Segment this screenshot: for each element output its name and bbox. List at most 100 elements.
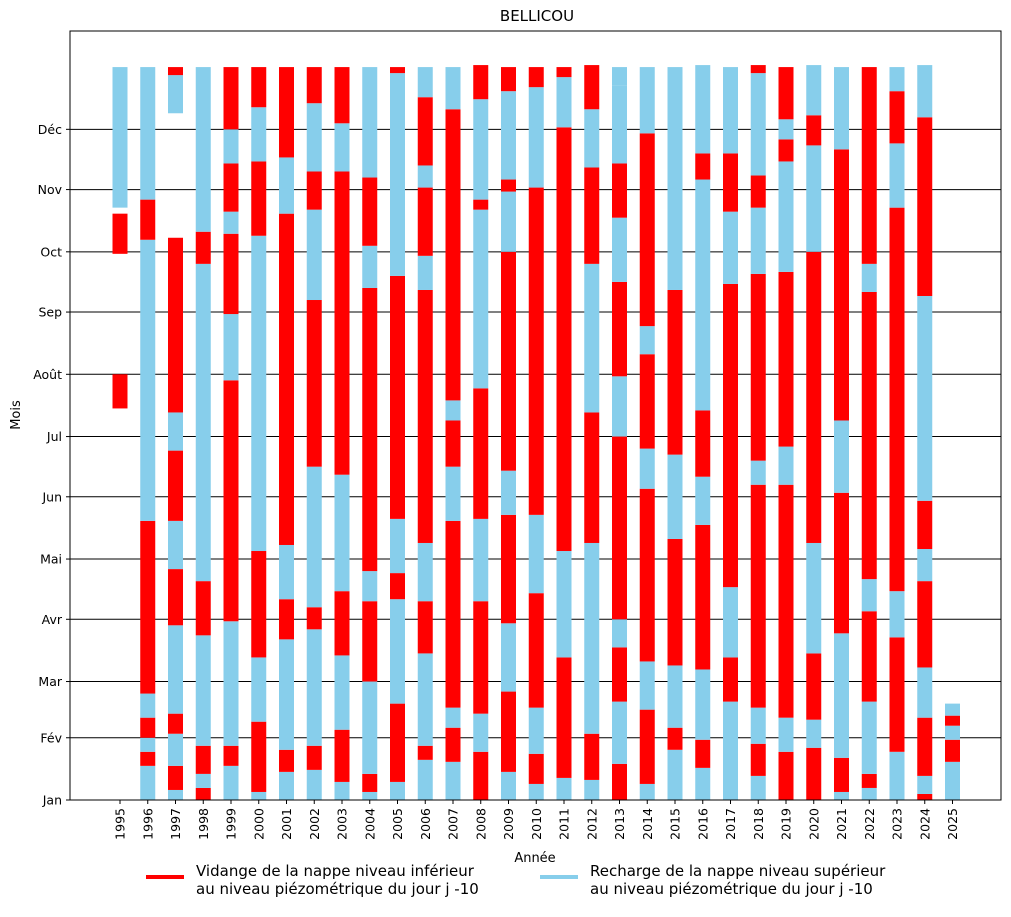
year-bar-2019 xyxy=(778,67,794,800)
bar-segment-recharge xyxy=(556,77,572,128)
bar-segment-vidange xyxy=(584,412,600,543)
bar-segment-vidange xyxy=(695,739,711,768)
bar-segment-vidange xyxy=(473,65,489,100)
year-bar-2005 xyxy=(390,67,405,800)
bar-segment-recharge xyxy=(917,549,933,582)
bar-segment-recharge xyxy=(390,781,405,800)
bar-segment-vidange xyxy=(140,520,156,694)
bar-segment-recharge xyxy=(612,67,627,86)
bar-segment-recharge xyxy=(195,67,211,232)
bar-segment-vidange xyxy=(917,793,933,800)
bar-segment-recharge xyxy=(695,476,711,525)
year-bar-2011 xyxy=(556,67,572,800)
bar-segment-vidange xyxy=(362,773,378,792)
bar-segment-vidange xyxy=(778,271,794,447)
bar-segment-recharge xyxy=(168,733,183,766)
bar-segment-vidange xyxy=(667,727,683,750)
bar-segment-recharge xyxy=(417,542,433,602)
bar-segment-vidange xyxy=(168,765,183,790)
year-bar-2014 xyxy=(639,67,655,800)
y-tick-label: Jan xyxy=(42,793,62,808)
bar-segment-vidange xyxy=(168,713,183,734)
y-tick-label: Mar xyxy=(38,674,62,689)
bar-segment-recharge xyxy=(223,765,239,800)
bar-segment-vidange xyxy=(806,747,822,800)
x-tick-label: 2012 xyxy=(584,808,599,840)
legend-swatch-vidange xyxy=(146,875,184,879)
bar-segment-vidange xyxy=(306,300,322,467)
bar-segment-recharge xyxy=(334,123,350,172)
bar-segment-vidange xyxy=(750,743,766,776)
bar-segment-recharge xyxy=(279,157,294,214)
plot-frame xyxy=(69,30,1002,801)
bar-segment-recharge xyxy=(667,749,683,800)
x-tick-label: 1999 xyxy=(224,808,239,840)
x-tick-label: 2017 xyxy=(723,808,738,840)
bar-segment-vidange xyxy=(195,787,211,800)
bar-segment-vidange xyxy=(306,607,322,630)
bar-segment-vidange xyxy=(306,745,322,770)
x-tick-label: 2007 xyxy=(446,808,461,840)
bar-segment-vidange xyxy=(695,410,711,477)
bar-segment-recharge xyxy=(917,775,933,794)
bar-segment-recharge xyxy=(834,420,849,493)
x-tick-label: 2022 xyxy=(862,808,877,840)
bar-segment-vidange xyxy=(917,500,933,549)
bar-segment-vidange xyxy=(834,492,849,634)
bar-segment-vidange xyxy=(750,484,766,708)
bar-segment-recharge xyxy=(223,621,239,746)
bar-segment-recharge xyxy=(612,85,627,164)
y-tick-label: Août xyxy=(33,367,62,382)
bar-segment-vidange xyxy=(362,287,378,572)
bar-segment-recharge xyxy=(612,619,627,648)
bar-segment-vidange xyxy=(112,213,128,254)
bar-segment-vidange xyxy=(168,67,183,76)
bar-segment-vidange xyxy=(390,703,405,782)
bar-segment-recharge xyxy=(473,209,489,389)
plot-area xyxy=(69,30,1002,801)
bar-segment-recharge xyxy=(473,713,489,752)
bar-segment-recharge xyxy=(306,769,322,800)
x-tick-label: 1997 xyxy=(168,808,183,840)
bar-segment-recharge xyxy=(528,514,544,594)
bar-segment-vidange xyxy=(501,691,516,772)
bar-segment-vidange xyxy=(417,601,433,654)
bar-segment-recharge xyxy=(612,701,627,764)
bar-segment-recharge xyxy=(889,751,905,800)
bar-segment-vidange xyxy=(251,161,267,236)
bar-segment-recharge xyxy=(612,376,627,437)
bar-segment-recharge xyxy=(195,773,211,788)
bar-segment-recharge xyxy=(473,518,489,602)
y-tick-label: Nov xyxy=(38,182,63,197)
x-tick-label: 2013 xyxy=(612,808,627,840)
bar-segment-vidange xyxy=(723,657,738,702)
bar-segment-vidange xyxy=(806,251,822,543)
bar-segment-recharge xyxy=(195,635,211,746)
year-bar-2004 xyxy=(362,67,378,800)
bar-segment-recharge xyxy=(528,783,544,800)
bar-segment-vidange xyxy=(417,289,433,543)
bar-segment-recharge xyxy=(639,326,655,355)
bar-segment-recharge xyxy=(362,681,378,774)
chart-title: BELLICOU xyxy=(500,7,574,25)
bar-segment-vidange xyxy=(445,109,461,401)
bar-segment-recharge xyxy=(362,67,378,178)
bar-segment-vidange xyxy=(861,291,877,580)
bar-segment-recharge xyxy=(445,400,461,421)
bar-segment-recharge xyxy=(639,448,655,489)
bar-segment-vidange xyxy=(168,237,183,413)
bar-segment-vidange xyxy=(501,179,516,192)
bar-segment-recharge xyxy=(750,207,766,274)
bar-segment-vidange xyxy=(195,581,211,636)
bar-segment-recharge xyxy=(306,629,322,746)
bar-segment-recharge xyxy=(279,639,294,750)
y-tick-label: Jun xyxy=(41,489,62,504)
bar-segment-recharge xyxy=(806,65,822,116)
bar-segment-recharge xyxy=(168,789,183,800)
legend-item-recharge: Recharge de la nappe niveau supérieur au… xyxy=(540,862,885,898)
x-tick-label: 2015 xyxy=(668,808,683,840)
bar-segment-recharge xyxy=(695,767,711,800)
year-bar-2012 xyxy=(584,65,600,800)
legend-swatch-recharge xyxy=(540,875,578,879)
bar-segment-vidange xyxy=(806,653,822,720)
